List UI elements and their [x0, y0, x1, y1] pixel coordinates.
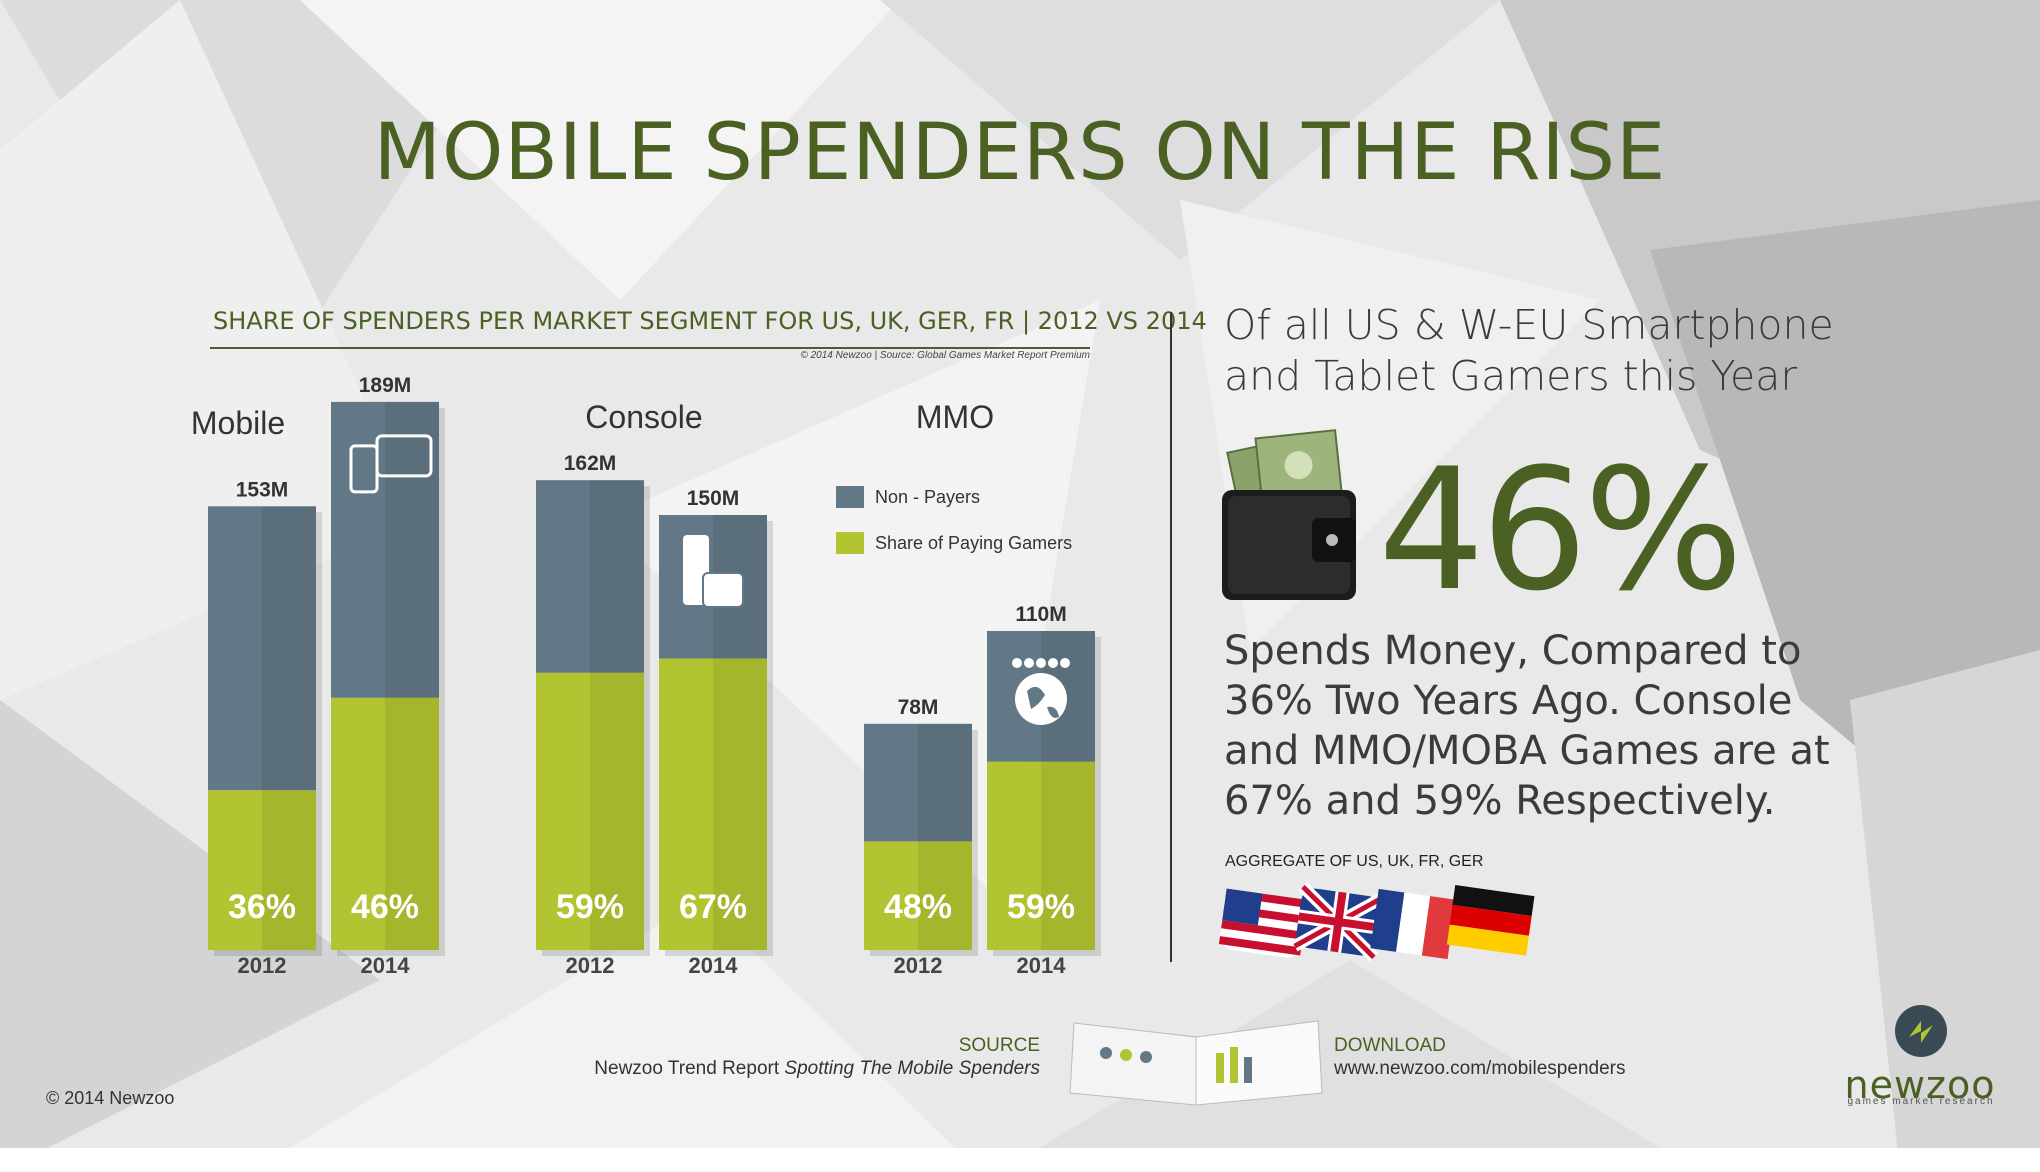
headline: Of all US & W-EU Smartphone and Tablet G…: [1224, 301, 1834, 400]
group-title-mmo: MMO: [916, 399, 994, 435]
phone-tablet-icon-phone: [349, 444, 379, 494]
source-text: Newzoo Trend Report Spotting The Mobile …: [540, 1058, 1040, 1080]
group-title-console: Console: [585, 399, 702, 435]
globe-players-icon-player: [1036, 658, 1046, 668]
bar-paying-shade: [385, 697, 439, 950]
bar-non-payers: [208, 506, 316, 791]
page-title: MOBILE SPENDERS ON THE RISE: [373, 108, 1667, 198]
bar-non-payers-shade: [918, 723, 972, 842]
bar-year-label: 2014: [361, 953, 411, 978]
download-link[interactable]: www.newzoo.com/mobilespenders: [1334, 1058, 1626, 1079]
brand-name: newzoo: [1844, 1063, 1996, 1107]
bar-share-label: 46%: [351, 888, 419, 926]
legend-swatch-non-payers: [836, 486, 864, 508]
bar-paying: [208, 790, 316, 950]
bar-paying: [987, 761, 1095, 950]
report-booklet-icon[interactable]: [1066, 1013, 1326, 1113]
bar-non-payers: [864, 723, 972, 842]
france-flag-icon: [1370, 888, 1456, 960]
aggregate-label: AGGREGATE OF US, UK, FR, GER: [1225, 853, 1484, 870]
globe-players-icon-player: [1060, 658, 1070, 668]
vertical-divider: [1170, 312, 1172, 962]
bar-paying: [536, 672, 644, 950]
group-title-mobile: Mobile: [191, 405, 285, 441]
source-label: SOURCE: [958, 1035, 1040, 1056]
bar-total-label: 78M: [898, 696, 939, 719]
bar-share-label: 48%: [884, 888, 952, 926]
legend-swatch-paying: [836, 532, 864, 554]
big-stat: 46%: [1378, 432, 1743, 628]
source-title: Spotting The Mobile Spenders: [784, 1058, 1040, 1079]
bar-paying: [659, 658, 767, 950]
bar-paying-shade: [262, 790, 316, 950]
bar-share-label: 36%: [228, 888, 296, 926]
us-flag-icon: [1218, 888, 1308, 958]
bar-total-label: 150M: [687, 487, 740, 510]
source-prefix: Newzoo Trend Report: [594, 1058, 785, 1079]
copyright: © 2014 Newzoo: [46, 1088, 175, 1108]
legend-label-paying: Share of Paying Gamers: [875, 533, 1072, 553]
bar-total-label: 162M: [564, 452, 617, 475]
bar-total-label: 110M: [1015, 603, 1066, 626]
bar-paying: [331, 697, 439, 950]
globe-players-icon-player: [1048, 658, 1058, 668]
download-label: DOWNLOAD: [1334, 1035, 1446, 1056]
bar-paying-shade: [918, 841, 972, 950]
console-handheld-icon-handheld: [702, 572, 744, 608]
flags-group: [1218, 882, 1535, 962]
legend-label-non-payers: Non - Payers: [875, 487, 980, 507]
brand-tagline: games market research: [1847, 1096, 1995, 1107]
bar-share-label: 59%: [1007, 888, 1075, 926]
bar-paying: [864, 841, 972, 950]
bar-year-label: 2014: [1017, 953, 1067, 978]
bar-year-label: 2012: [238, 953, 287, 978]
bar-share-label: 59%: [556, 888, 624, 926]
newzoo-logo-icon: [1895, 1005, 1947, 1057]
bar-year-label: 2012: [894, 953, 943, 978]
chart-title-rule: [210, 347, 1090, 349]
bar-share-label: 67%: [679, 888, 747, 926]
chart-title: SHARE OF SPENDERS PER MARKET SEGMENT FOR…: [213, 307, 1207, 335]
chart-credit: © 2014 Newzoo | Source: Global Games Mar…: [800, 350, 1090, 361]
wallet-money-icon: [1222, 429, 1356, 600]
uk-flag-icon: [1291, 882, 1386, 962]
bar-total-label: 153M: [236, 478, 289, 501]
bar-non-payers-shade: [262, 506, 316, 791]
bar-year-label: 2012: [566, 953, 615, 978]
bar-paying-shade: [713, 658, 767, 950]
bar-non-payers: [331, 401, 439, 698]
globe-players-icon-player: [1012, 658, 1022, 668]
bar-year-label: 2014: [689, 953, 739, 978]
bar-paying-shade: [1041, 761, 1095, 950]
bar-paying-shade: [590, 672, 644, 950]
body-text: Spends Money, Compared to 36% Two Years …: [1224, 628, 1830, 824]
bar-total-label: 189M: [359, 374, 412, 397]
germany-flag-icon: [1446, 885, 1535, 956]
bar-non-payers-shade: [590, 480, 644, 673]
globe-players-icon-player: [1024, 658, 1034, 668]
globe-players-icon-land: [1027, 686, 1059, 718]
bar-non-payers: [536, 480, 644, 673]
